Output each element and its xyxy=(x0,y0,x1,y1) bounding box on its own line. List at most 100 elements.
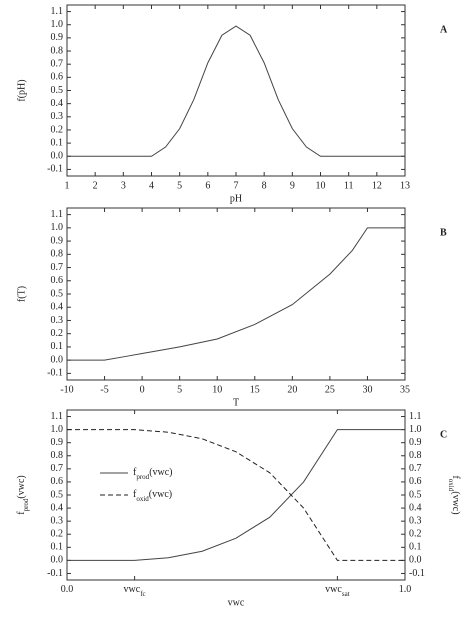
x-tick-label: -5 xyxy=(100,384,108,395)
y2-tick-label: 0.4 xyxy=(409,502,422,513)
y2-tick-label: 0.5 xyxy=(409,489,422,500)
y2-tick-label: 0.2 xyxy=(409,529,422,540)
y-tick-label: 0.9 xyxy=(51,437,64,448)
y-tick-label: 0.6 xyxy=(51,476,64,487)
legend-label-part: oxid xyxy=(136,495,149,503)
x-tick-label: 0.0 xyxy=(61,584,74,595)
y-tick-label: 0.3 xyxy=(51,111,64,122)
y2-tick-label: 0.1 xyxy=(409,542,422,553)
x-tick-label: 25 xyxy=(325,384,335,395)
legend-label-part: f xyxy=(133,489,137,500)
x-axis-label: vwc xyxy=(228,597,245,608)
legend-label: fprod(vwc) xyxy=(133,467,173,480)
y2-tick-label: -0.1 xyxy=(409,568,425,579)
y-tick-label: 0.9 xyxy=(51,32,64,43)
series-line xyxy=(67,429,405,561)
x-tick-label: 0 xyxy=(140,384,145,395)
series-line xyxy=(67,429,405,561)
x-axis-label: T xyxy=(233,397,239,408)
x-tick-label-part: 1.0 xyxy=(399,584,412,595)
y-tick-label: 0.3 xyxy=(51,315,64,326)
x-tick-label: 15 xyxy=(250,384,260,395)
y2-tick-label: 0.3 xyxy=(409,515,422,526)
y-tick-label: 0.6 xyxy=(51,275,64,286)
x-tick-label: 4 xyxy=(149,180,154,191)
y-tick-label: 0.0 xyxy=(51,354,64,365)
y-tick-label: 1.0 xyxy=(51,222,64,233)
y-axis-label: f(pH) xyxy=(16,79,27,101)
y-tick-label: -0.1 xyxy=(47,568,63,579)
y2-axis-label-part: f xyxy=(450,475,461,479)
panel-label: C xyxy=(440,429,447,440)
x-tick-label: 10 xyxy=(316,180,326,191)
y-tick-label: 0.2 xyxy=(51,124,64,135)
y-tick-label: 0.1 xyxy=(51,341,64,352)
x-tick-label: 11 xyxy=(344,180,354,191)
y-tick-label: 0.0 xyxy=(51,555,64,566)
y-tick-label: 0.4 xyxy=(51,502,64,513)
x-tick-label: 20 xyxy=(287,384,297,395)
x-tick-label: 5 xyxy=(177,384,182,395)
y-tick-label: 0.8 xyxy=(51,249,64,260)
x-tick-label-part: vwc xyxy=(124,584,141,595)
y-tick-label: 0.5 xyxy=(51,85,64,96)
x-tick-label: 1.0 xyxy=(399,584,412,595)
x-tick-label: 10 xyxy=(212,384,222,395)
x-tick-label: 7 xyxy=(234,180,239,191)
x-tick-label: 2 xyxy=(93,180,98,191)
legend-label-part: f xyxy=(133,467,137,478)
plot-frame xyxy=(66,207,406,381)
x-tick-label: 35 xyxy=(400,384,410,395)
x-tick-label-part: vwc xyxy=(325,584,342,595)
legend-label: foxid(vwc) xyxy=(133,489,172,502)
y2-tick-label: 1.1 xyxy=(409,411,422,422)
x-axis-label: pH xyxy=(230,193,242,204)
y-axis-label-part: (vwc) xyxy=(16,475,27,498)
y-tick-label: 0.7 xyxy=(51,262,64,273)
y2-tick-label: 0.9 xyxy=(409,437,422,448)
legend-label-part: (vwc) xyxy=(149,467,172,478)
y-tick-label: 0.0 xyxy=(51,151,64,162)
y-axis-label: f(T) xyxy=(16,286,27,302)
y-tick-label: -0.1 xyxy=(47,368,63,379)
y-tick-label: 0.8 xyxy=(51,450,64,461)
y-tick-label: 0.7 xyxy=(51,58,64,69)
y-tick-label: -0.1 xyxy=(47,164,63,175)
y-tick-label: 1.1 xyxy=(51,6,64,17)
y-tick-label: 1.1 xyxy=(51,411,64,422)
y2-axis-label: foxid(vwc) xyxy=(447,475,460,514)
series-line xyxy=(67,25,405,157)
x-tick-label: -10 xyxy=(60,384,73,395)
y-axis-label: fprod(vwc) xyxy=(16,475,29,515)
y2-tick-label: 0.0 xyxy=(409,555,422,566)
y-tick-label: 0.2 xyxy=(51,529,64,540)
y-tick-label: 0.4 xyxy=(51,98,64,109)
plot-frame xyxy=(66,4,406,177)
x-tick-label: vwcsat xyxy=(325,584,350,597)
y-tick-label: 1.0 xyxy=(51,424,64,435)
y-tick-label: 0.8 xyxy=(51,45,64,56)
x-tick-label-part: 0.0 xyxy=(61,584,74,595)
y-tick-label: 0.5 xyxy=(51,489,64,500)
series-line xyxy=(67,227,405,361)
y-tick-label: 0.1 xyxy=(51,542,64,553)
x-tick-label: 12 xyxy=(372,180,382,191)
x-tick-label: 8 xyxy=(262,180,267,191)
x-tick-label: vwcfc xyxy=(124,584,146,597)
x-tick-label-part: sat xyxy=(342,590,350,598)
y-tick-label: 0.5 xyxy=(51,288,64,299)
y-tick-label: 0.3 xyxy=(51,515,64,526)
panel-label: B xyxy=(440,227,447,238)
y-axis-label-part: prod xyxy=(22,498,30,511)
y-tick-label: 0.2 xyxy=(51,328,64,339)
y2-axis-label-part: (vwc) xyxy=(450,491,461,514)
x-tick-label: 1 xyxy=(65,180,70,191)
legend-label-part: prod xyxy=(136,473,149,481)
y2-tick-label: 0.6 xyxy=(409,476,422,487)
y-tick-label: 0.1 xyxy=(51,137,64,148)
y-axis-label-part: f xyxy=(16,511,27,515)
y-tick-label: 0.6 xyxy=(51,72,64,83)
y-tick-label: 0.9 xyxy=(51,235,64,246)
y-tick-label: 1.0 xyxy=(51,19,64,30)
